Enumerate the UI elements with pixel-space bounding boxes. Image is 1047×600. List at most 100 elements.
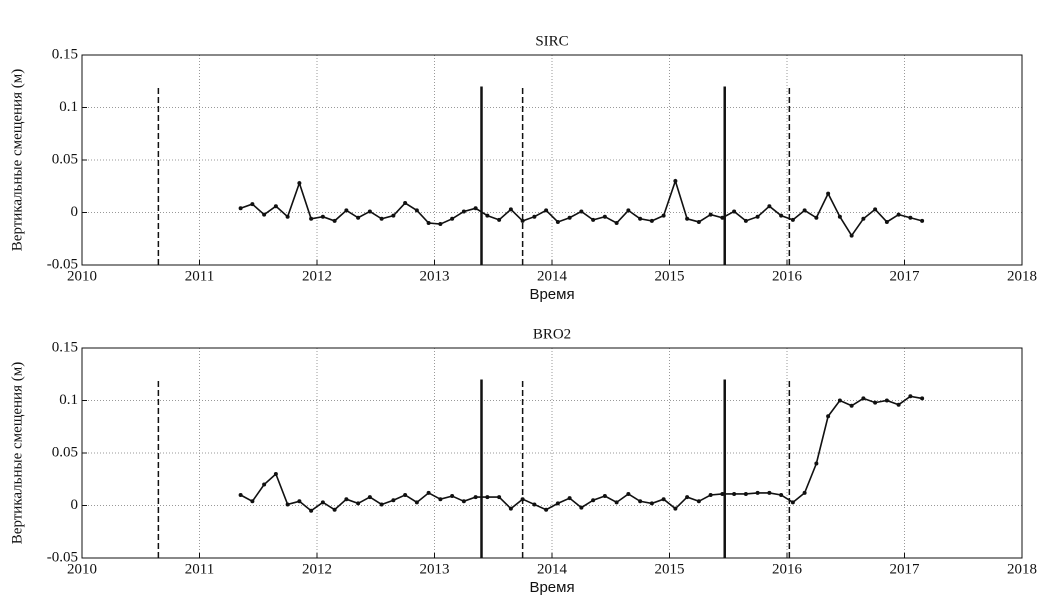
y-tick-label: 0.1 (59, 392, 78, 408)
x-tick-label: 2016 (772, 268, 803, 284)
x-tick-label: 2013 (420, 561, 450, 577)
data-point (461, 499, 466, 504)
data-point (849, 233, 854, 238)
data-point (896, 402, 901, 407)
data-point (332, 507, 337, 512)
data-point (661, 213, 666, 218)
data-point (579, 209, 584, 214)
data-point (273, 472, 278, 476)
data-point (579, 505, 584, 510)
data-point (649, 501, 654, 506)
data-point (450, 494, 455, 499)
x-tick-label: 2017 (890, 561, 921, 577)
data-point (673, 506, 678, 511)
data-point (837, 398, 842, 403)
x-tick-label: 2016 (772, 561, 803, 577)
data-point (638, 216, 643, 221)
data-point (614, 221, 619, 225)
data-point (685, 216, 690, 221)
y-axis-label: Вертикальные смещения (м) (9, 69, 25, 251)
x-tick-label: 2011 (185, 561, 214, 577)
data-point (391, 213, 396, 218)
data-point (238, 206, 243, 211)
data-point (262, 482, 267, 487)
data-point (532, 502, 537, 507)
data-point (391, 498, 396, 503)
x-tick-label: 2010 (67, 268, 97, 284)
data-point (544, 507, 549, 512)
data-point (602, 214, 607, 219)
data-point (297, 499, 302, 504)
x-tick-label: 2014 (537, 561, 568, 577)
data-point (356, 501, 361, 506)
data-point (767, 204, 772, 209)
y-tick-label: 0 (71, 497, 79, 513)
data-point (861, 396, 866, 401)
y-tick-label: 0.1 (59, 99, 78, 115)
data-point (732, 209, 737, 214)
data-point (403, 493, 408, 497)
data-point (332, 218, 337, 223)
data-point (732, 491, 737, 496)
data-point (884, 219, 889, 224)
data-point (837, 214, 842, 219)
data-point (356, 215, 361, 220)
data-point (473, 495, 478, 500)
data-point (379, 216, 384, 221)
x-axis-label: Время (529, 286, 574, 303)
data-point (755, 490, 760, 495)
x-tick-label: 2012 (302, 561, 332, 577)
y-tick-label: 0.15 (52, 46, 78, 62)
data-point (908, 394, 913, 399)
data-point (532, 214, 537, 219)
data-point (285, 214, 290, 219)
data-point (614, 500, 619, 505)
data-point (461, 209, 466, 214)
plot-frame (81, 54, 1023, 266)
x-tick-label: 2017 (890, 268, 921, 284)
data-point (555, 501, 560, 506)
data-point (344, 497, 349, 502)
data-point (861, 216, 866, 221)
data-point (790, 217, 795, 222)
data-point (873, 400, 878, 405)
data-point (602, 494, 607, 499)
data-point (708, 212, 713, 217)
data-point (849, 403, 854, 408)
data-point (755, 214, 760, 219)
data-point (626, 208, 631, 213)
data-point (567, 215, 572, 220)
data-point (626, 491, 631, 496)
data-point (708, 493, 713, 497)
data-point (285, 502, 290, 507)
data-point (508, 207, 513, 212)
data-point (743, 218, 748, 223)
data-point (320, 500, 325, 505)
data-point (250, 202, 255, 207)
x-tick-label: 2014 (537, 268, 568, 284)
data-point (638, 499, 643, 504)
data-point (873, 207, 878, 212)
data-point (473, 206, 478, 211)
data-point (802, 490, 807, 495)
x-axis-label: Время (529, 579, 574, 596)
data-point (438, 222, 443, 227)
data-point (367, 209, 372, 214)
data-point (297, 181, 302, 186)
data-point (567, 496, 572, 501)
x-tick-label: 2015 (655, 561, 685, 577)
data-point (485, 495, 490, 500)
data-point (814, 215, 819, 220)
chart-title: SIRC (535, 33, 568, 49)
data-point (696, 499, 701, 504)
data-point (497, 495, 502, 500)
data-point (450, 216, 455, 221)
data-point (884, 398, 889, 403)
x-tick-label: 2010 (67, 561, 97, 577)
data-point (438, 497, 443, 502)
data-point (414, 500, 419, 505)
data-point (779, 493, 784, 497)
data-point (649, 218, 654, 223)
x-tick-label: 2018 (1007, 561, 1037, 577)
